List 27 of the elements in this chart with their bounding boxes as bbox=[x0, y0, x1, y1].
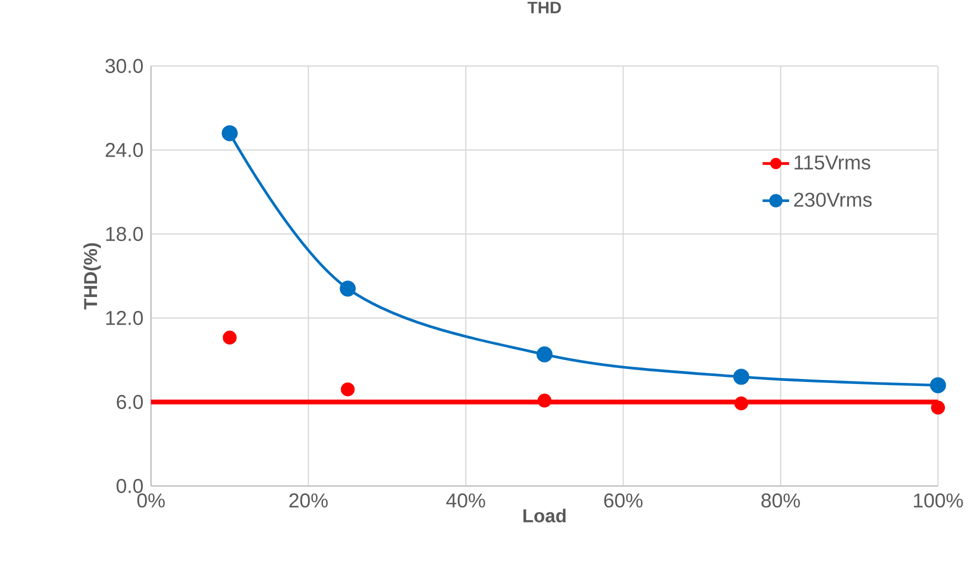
y-tick-label: 12.0 bbox=[106, 310, 143, 326]
point bbox=[930, 377, 946, 394]
y-tick-label: 0.0 bbox=[116, 478, 143, 494]
y-axis-title: THD(%) bbox=[83, 243, 101, 310]
legend-label: 230Vrms bbox=[794, 192, 872, 207]
point bbox=[538, 394, 552, 408]
y-tick-label: 24.0 bbox=[106, 142, 143, 158]
y-tick-label: 6.0 bbox=[116, 394, 143, 410]
x-tick-label: 0% bbox=[137, 493, 165, 508]
x-tick-label: 60% bbox=[604, 493, 642, 508]
point bbox=[734, 396, 748, 410]
x-axis-title: Load bbox=[523, 508, 566, 522]
legend-label: 115Vrms bbox=[794, 156, 870, 170]
point bbox=[340, 382, 355, 396]
y-tick-label: 18.0 bbox=[106, 226, 143, 242]
point bbox=[222, 330, 237, 345]
x-tick-label: 40% bbox=[446, 493, 486, 508]
x-tick-label: 100% bbox=[914, 493, 963, 508]
chart-title: THD bbox=[528, 2, 561, 14]
x-tick-label: 20% bbox=[289, 493, 328, 508]
x-tick-label: 80% bbox=[761, 493, 800, 508]
point bbox=[536, 346, 553, 362]
point bbox=[931, 400, 945, 415]
point bbox=[733, 368, 750, 385]
y-tick-label: 30.0 bbox=[105, 58, 143, 74]
point bbox=[340, 280, 356, 297]
point bbox=[222, 125, 238, 142]
